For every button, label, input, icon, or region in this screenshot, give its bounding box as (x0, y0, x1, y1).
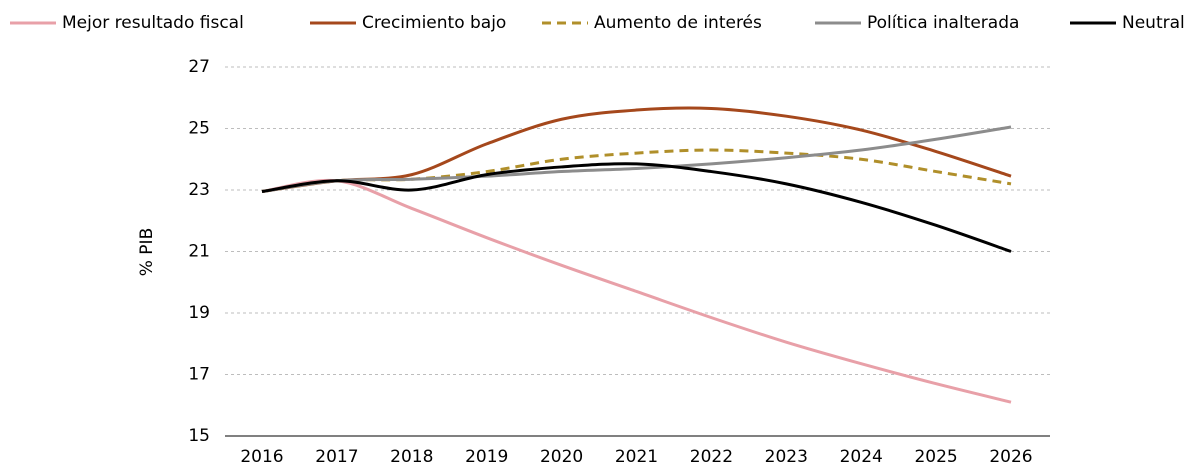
y-tick-label: 23 (188, 180, 210, 200)
x-tick-label: 2022 (690, 447, 733, 465)
legend-label: Aumento de interés (594, 13, 762, 33)
legend-label: Neutral (1122, 13, 1185, 33)
x-tick-label: 2016 (240, 447, 283, 465)
y-tick-label: 25 (188, 119, 210, 139)
x-tick-label: 2020 (540, 447, 583, 465)
legend-label: Crecimiento bajo (362, 13, 506, 33)
x-tick-label: 2023 (765, 447, 808, 465)
series-line (261, 125, 1012, 194)
legend-label: Mejor resultado fiscal (62, 13, 244, 33)
legend-label: Política inalterada (867, 13, 1019, 33)
x-tick-label: 2019 (465, 447, 508, 465)
x-tick-label: 2021 (615, 447, 658, 465)
y-axis-label: % PIB (137, 228, 157, 277)
y-tick-label: 21 (188, 242, 210, 262)
y-tick-label: 15 (188, 426, 210, 446)
y-tick-label: 27 (188, 57, 210, 77)
series-line (261, 178, 1012, 404)
x-tick-label: 2018 (390, 447, 433, 465)
series-line (261, 162, 1012, 253)
y-tick-label: 19 (188, 303, 210, 323)
x-tick-label: 2024 (840, 447, 883, 465)
x-tick-label: 2025 (914, 447, 957, 465)
x-tick-label: 2026 (989, 447, 1032, 465)
series-line (261, 106, 1012, 194)
y-tick-label: 17 (188, 365, 210, 385)
x-tick-label: 2017 (315, 447, 358, 465)
